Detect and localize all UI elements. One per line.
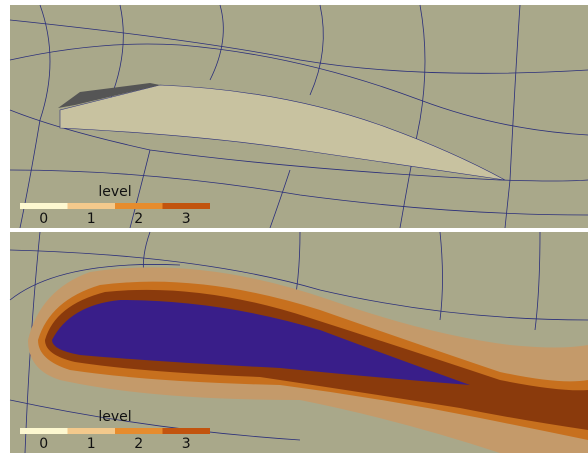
panel-top bbox=[10, 5, 588, 228]
legend-label: 3 bbox=[182, 211, 191, 227]
legend-swatch bbox=[115, 428, 163, 434]
legend-label: 0 bbox=[39, 436, 48, 452]
page: level0123level0123 (() => { const data =… bbox=[0, 0, 588, 453]
visualization: level 0 1 2 3 level 0 1 2 3 bbox=[0, 0, 588, 453]
legend-label: 0 bbox=[39, 211, 48, 227]
legend-swatch bbox=[163, 428, 211, 434]
legend-title: level bbox=[98, 184, 131, 200]
legend-label: 1 bbox=[87, 436, 96, 452]
legend-label: 1 bbox=[87, 211, 96, 227]
legend-label: 2 bbox=[134, 211, 143, 227]
separator bbox=[0, 228, 588, 232]
panel-bottom bbox=[10, 232, 588, 453]
legend-swatch bbox=[20, 428, 68, 434]
legend-title: level bbox=[98, 409, 131, 425]
legend-swatch bbox=[68, 428, 116, 434]
legend-swatch bbox=[115, 203, 163, 209]
legend-label: 2 bbox=[134, 436, 143, 452]
legend-swatch bbox=[163, 203, 211, 209]
legend-swatch bbox=[20, 203, 68, 209]
legend-label: 3 bbox=[182, 436, 191, 452]
legend-swatch bbox=[68, 203, 116, 209]
